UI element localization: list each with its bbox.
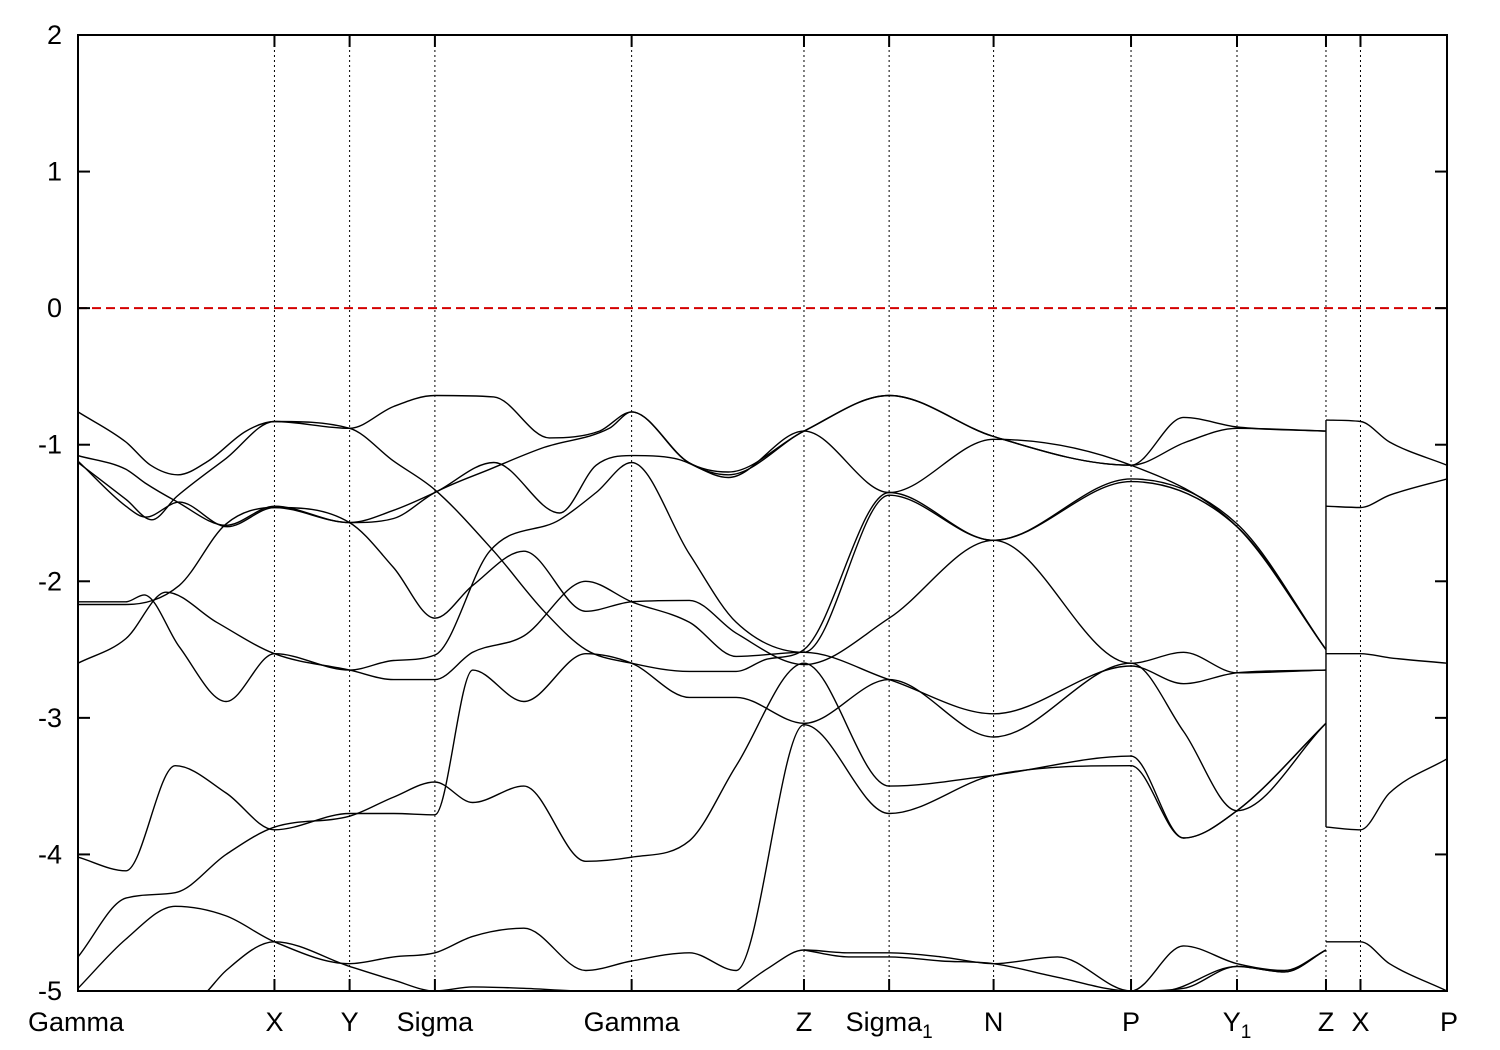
y-tick-label: 2	[47, 20, 62, 50]
x-tick-label-p: P	[1440, 1007, 1458, 1037]
band-line-9	[78, 662, 1327, 958]
band-line-19	[1326, 941, 1447, 991]
band-line-4	[78, 420, 1327, 673]
x-tick-label-z: Z	[1318, 1007, 1335, 1037]
x-tick-label-x: X	[265, 1007, 283, 1037]
band-line-2	[78, 394, 1327, 526]
band-series	[78, 394, 1447, 991]
y-axis: -5 -4 -3 -2 -1 0 1 2	[38, 20, 1447, 1006]
x-tick-label-p: P	[1122, 1007, 1140, 1037]
x-tick-label-y: Y	[341, 1007, 359, 1037]
x-tick-label-sigma: Sigma1	[846, 1007, 933, 1043]
band-line-10	[78, 722, 1327, 989]
band-line-7	[78, 580, 1327, 715]
x-tick-label-y: Y1	[1223, 1007, 1252, 1043]
band-line-18	[1325, 758, 1447, 831]
x-axis: Gamma X Y Sigma Gamma Z Sigma1 N P Y1 Z X P	[28, 35, 1458, 1043]
y-tick-label: -2	[38, 566, 62, 596]
band-line-6	[78, 506, 1327, 674]
x-tick-label-gamma: Gamma	[584, 1007, 681, 1037]
plot-frame	[77, 34, 1448, 992]
kpoint-gridlines	[273, 35, 1361, 991]
plot-border	[77, 34, 1448, 992]
y-tick-label: -4	[38, 839, 62, 869]
x-tick-label-n: N	[984, 1007, 1004, 1037]
band-line-5	[78, 461, 1327, 703]
band-line-17	[1326, 653, 1447, 664]
x-tick-label-z: Z	[796, 1007, 813, 1037]
y-tick-label: -3	[38, 703, 62, 733]
band-line-15	[1325, 419, 1447, 466]
y-tick-label: -5	[38, 976, 62, 1006]
band-line-11	[207, 941, 632, 991]
x-tick-label-gamma: Gamma	[28, 1007, 125, 1037]
band-line-14	[1130, 949, 1327, 991]
band-line-8	[78, 653, 1327, 872]
x-tick-label-x: X	[1351, 1007, 1369, 1037]
band-line-13	[803, 949, 1327, 991]
y-tick-label: 1	[47, 157, 62, 187]
band-line-3	[78, 430, 1327, 651]
y-tick-label: 0	[47, 293, 62, 323]
y-tick-label: -1	[38, 430, 62, 460]
band-line-1	[78, 394, 1327, 476]
band-line-16	[1325, 478, 1447, 509]
x-tick-label-sigma: Sigma	[397, 1007, 475, 1037]
